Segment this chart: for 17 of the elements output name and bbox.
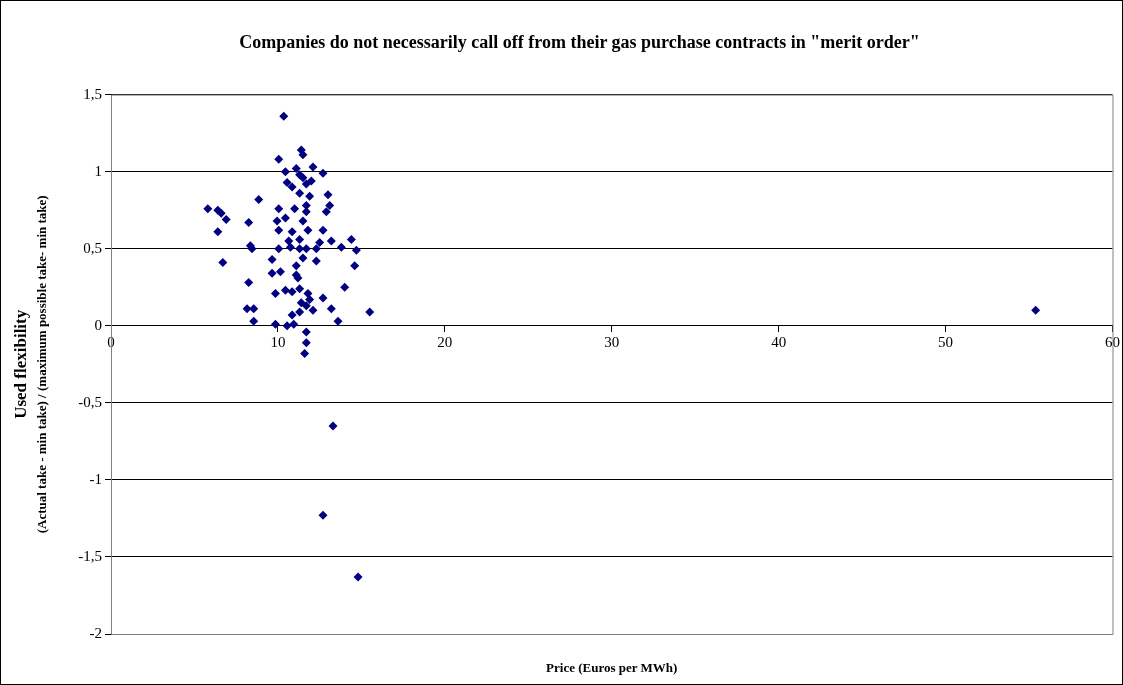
x-tick-label: 40 xyxy=(771,333,787,350)
y-tick-label: -1,5 xyxy=(78,547,102,564)
y-tick-label: -0,5 xyxy=(78,393,102,410)
x-tick-label: 60 xyxy=(1105,333,1120,350)
y-tick-label: 0 xyxy=(94,316,102,333)
x-axis-title: Price (Euros per MWh) xyxy=(546,660,678,675)
y-tick-label: -1 xyxy=(89,470,102,487)
x-tick-label: 50 xyxy=(938,333,954,350)
y-axis-title: Used flexibility (Actual take - min take) / (maximum possible take- min take) xyxy=(11,195,49,534)
chart-title: Companies do not necessarily call off from their gas purchase contracts in "merit order" xyxy=(239,32,920,53)
x-tick-label: 30 xyxy=(604,333,620,350)
y-tick-label: -2 xyxy=(89,624,102,641)
y-tick-label: 0,5 xyxy=(83,239,102,256)
y-tick-label: 1 xyxy=(94,162,102,179)
x-tick-label: 10 xyxy=(270,333,286,350)
x-tick-label: 20 xyxy=(437,333,453,350)
y-tick-label: 1,5 xyxy=(83,85,102,102)
